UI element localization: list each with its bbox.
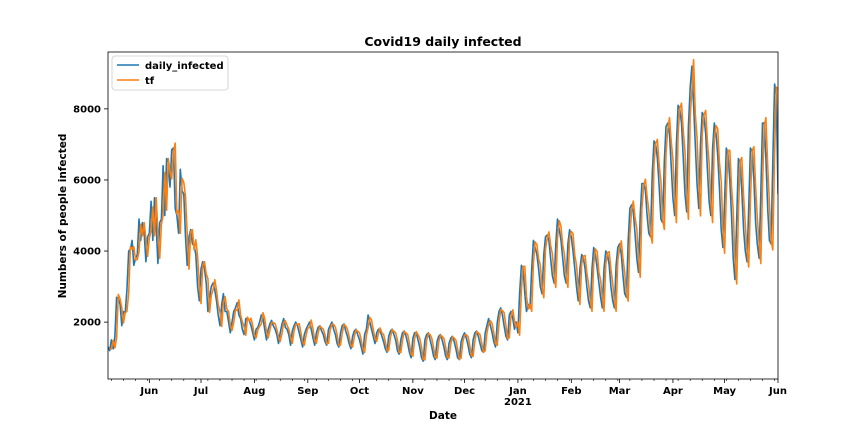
plot-area-frame bbox=[107, 51, 779, 380]
y-tick-label: 2000 bbox=[73, 318, 101, 329]
x-tick-label: Dec bbox=[454, 386, 475, 397]
x-tick-label: Jun bbox=[139, 386, 158, 397]
legend-box bbox=[111, 55, 229, 91]
legend-label-daily-infected: daily_infected bbox=[145, 61, 224, 72]
y-tick-label: 4000 bbox=[73, 247, 101, 258]
x-tick-label: Oct bbox=[350, 386, 369, 397]
x-tick-label: Nov bbox=[402, 386, 424, 397]
x-tick-label: May bbox=[713, 386, 736, 397]
series-line-tf bbox=[109, 58, 778, 361]
series-lines bbox=[108, 58, 778, 362]
x-axis-label: Date bbox=[429, 410, 457, 422]
x-tick-label: Mar bbox=[609, 386, 631, 397]
x-tick-label: Feb bbox=[561, 386, 581, 397]
legend-label-tf: tf bbox=[145, 76, 155, 87]
x-tick-label: Jul bbox=[193, 386, 208, 397]
chart-title: Covid19 daily infected bbox=[364, 34, 521, 49]
x-tick-label: Jan bbox=[508, 386, 527, 397]
y-axis-label: Numbers of people infected bbox=[57, 134, 69, 299]
y-tick-label: 6000 bbox=[73, 175, 101, 186]
legend: daily_infected tf bbox=[111, 55, 229, 91]
x-tick-label: Aug bbox=[243, 386, 265, 397]
x-tick-label: Apr bbox=[663, 386, 683, 397]
x-tick-label: Sep bbox=[297, 386, 318, 397]
x-tick-sublabel: 2021 bbox=[504, 397, 532, 408]
series-line-daily-infected bbox=[108, 65, 778, 362]
x-tick-label: Jun bbox=[768, 386, 787, 397]
y-tick-label: 8000 bbox=[73, 104, 101, 115]
